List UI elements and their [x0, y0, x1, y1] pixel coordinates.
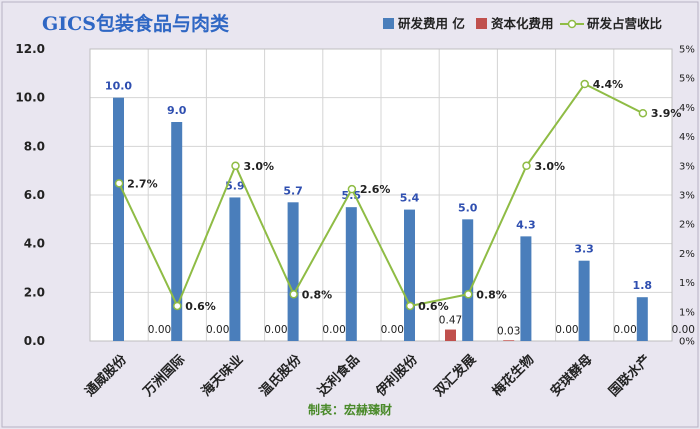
y-left-tick-label: 10.0	[15, 91, 45, 105]
data-label-rd: 4.3	[516, 218, 536, 231]
data-label-ratio: 3.0%	[535, 160, 566, 173]
data-label-rd: 5.0	[458, 201, 478, 214]
data-label-rd: 10.0	[105, 80, 132, 93]
x-tick-label: 海天味业	[198, 352, 246, 400]
y-left-tick-label: 8.0	[24, 139, 45, 153]
x-tick-label: 伊利股份	[372, 351, 421, 400]
x-tick-label: 梅花生物	[489, 352, 537, 400]
legend-label-rd: 研发费用 亿	[398, 16, 465, 31]
data-label-ratio: 0.8%	[476, 288, 507, 301]
line-ratio	[118, 82, 644, 309]
bar-rd	[404, 209, 415, 341]
legend-swatch-rd	[383, 18, 394, 29]
line-ratio-point	[638, 108, 648, 118]
data-label-capex: 0.00	[322, 324, 345, 336]
data-label-capex: 0.00	[555, 324, 578, 336]
bar-rd	[229, 197, 241, 341]
bar-rd	[636, 297, 648, 341]
y-right-tick-label: 1%	[679, 307, 695, 318]
data-label-capex: 0.47	[439, 315, 462, 327]
y-right-tick-label: 3%	[679, 161, 695, 172]
line-ratio-point	[405, 301, 415, 311]
data-label-capex: 0.00	[381, 324, 404, 336]
y-right-tick-label: 1%	[679, 278, 695, 289]
y-left-tick-label: 6.0	[24, 188, 45, 202]
data-label-ratio: 2.7%	[127, 177, 158, 190]
data-label-rd: 5.4	[400, 192, 420, 205]
line-ratio-point	[289, 290, 298, 299]
bar-capex	[445, 329, 456, 341]
line-ratio-point	[114, 179, 124, 188]
data-label-rd: 1.8	[633, 279, 653, 292]
data-label-capex: 0.00	[672, 324, 695, 336]
y-right-tick-label: 4%	[679, 132, 695, 143]
chart-footer: 制表：宏赫臻财	[308, 402, 392, 417]
y-left-tick-label: 2.0	[24, 285, 45, 299]
y-right-tick-label: 5%	[679, 45, 695, 56]
y-right-tick-label: 0%	[679, 337, 695, 348]
data-label-rd: 5.7	[283, 184, 303, 197]
bar-rd	[578, 260, 590, 341]
y-right-tick-label: 2%	[679, 249, 695, 260]
legend-label-capex: 资本化费用	[491, 16, 554, 31]
y-right-tick-label: 5%	[679, 74, 695, 85]
bar-rd	[462, 219, 474, 341]
data-label-capex: 0.00	[613, 324, 636, 336]
plot-border	[89, 48, 673, 342]
data-label-ratio: 4.4%	[593, 78, 624, 91]
legend-label-ratio: 研发占营收比	[587, 16, 663, 31]
data-label-ratio: 0.6%	[185, 300, 216, 313]
bar-rd	[520, 236, 532, 341]
data-label-ratio: 2.6%	[360, 183, 391, 196]
legend-marker-ratio	[567, 19, 577, 29]
bar-rd	[113, 97, 124, 342]
line-ratio-point	[522, 161, 531, 171]
data-label-rd: 5.9	[225, 179, 245, 192]
data-label-ratio: 3.9%	[651, 107, 682, 120]
y-right-tick-label: 3%	[679, 191, 695, 202]
chart-title: GICS包装食品与肉类	[42, 12, 229, 35]
data-label-rd: 3.3	[574, 243, 594, 256]
data-label-rd: 9.0	[167, 104, 187, 117]
y-right-tick-label: 2%	[679, 220, 695, 231]
x-tick-label: 安琪酵母	[547, 352, 595, 400]
line-ratio-point	[173, 301, 182, 311]
y-left-tick-label: 12.0	[15, 42, 45, 56]
x-tick-label: 双汇发展	[431, 351, 480, 400]
bar-rd	[345, 207, 357, 341]
x-tick-label: 国联水产	[606, 352, 654, 400]
bar-rd	[287, 202, 299, 341]
data-label-ratio: 3.0%	[244, 160, 275, 173]
x-tick-label: 温氏股份	[256, 351, 305, 400]
bar-capex	[503, 340, 515, 341]
data-label-ratio: 0.8%	[302, 288, 333, 301]
data-label-ratio: 0.6%	[418, 300, 449, 313]
line-ratio-point	[347, 184, 357, 194]
x-tick-label: 通威股份	[82, 351, 131, 400]
line-ratio-point	[231, 161, 240, 171]
y-left-tick-label: 0.0	[24, 334, 45, 348]
data-label-capex: 0.00	[264, 324, 287, 336]
data-label-capex: 0.03	[497, 325, 520, 337]
line-ratio-point	[464, 290, 473, 299]
bar-rd	[171, 122, 183, 341]
x-tick-label: 万洲国际	[140, 352, 188, 400]
y-left-tick-label: 4.0	[24, 237, 45, 251]
line-ratio-point	[580, 79, 589, 89]
y-right-tick-label: 4%	[679, 103, 695, 114]
data-label-capex: 0.00	[206, 324, 229, 336]
legend-swatch-capex	[476, 18, 487, 29]
data-label-capex: 0.00	[148, 324, 171, 336]
x-tick-label: 达利食品	[315, 352, 363, 400]
